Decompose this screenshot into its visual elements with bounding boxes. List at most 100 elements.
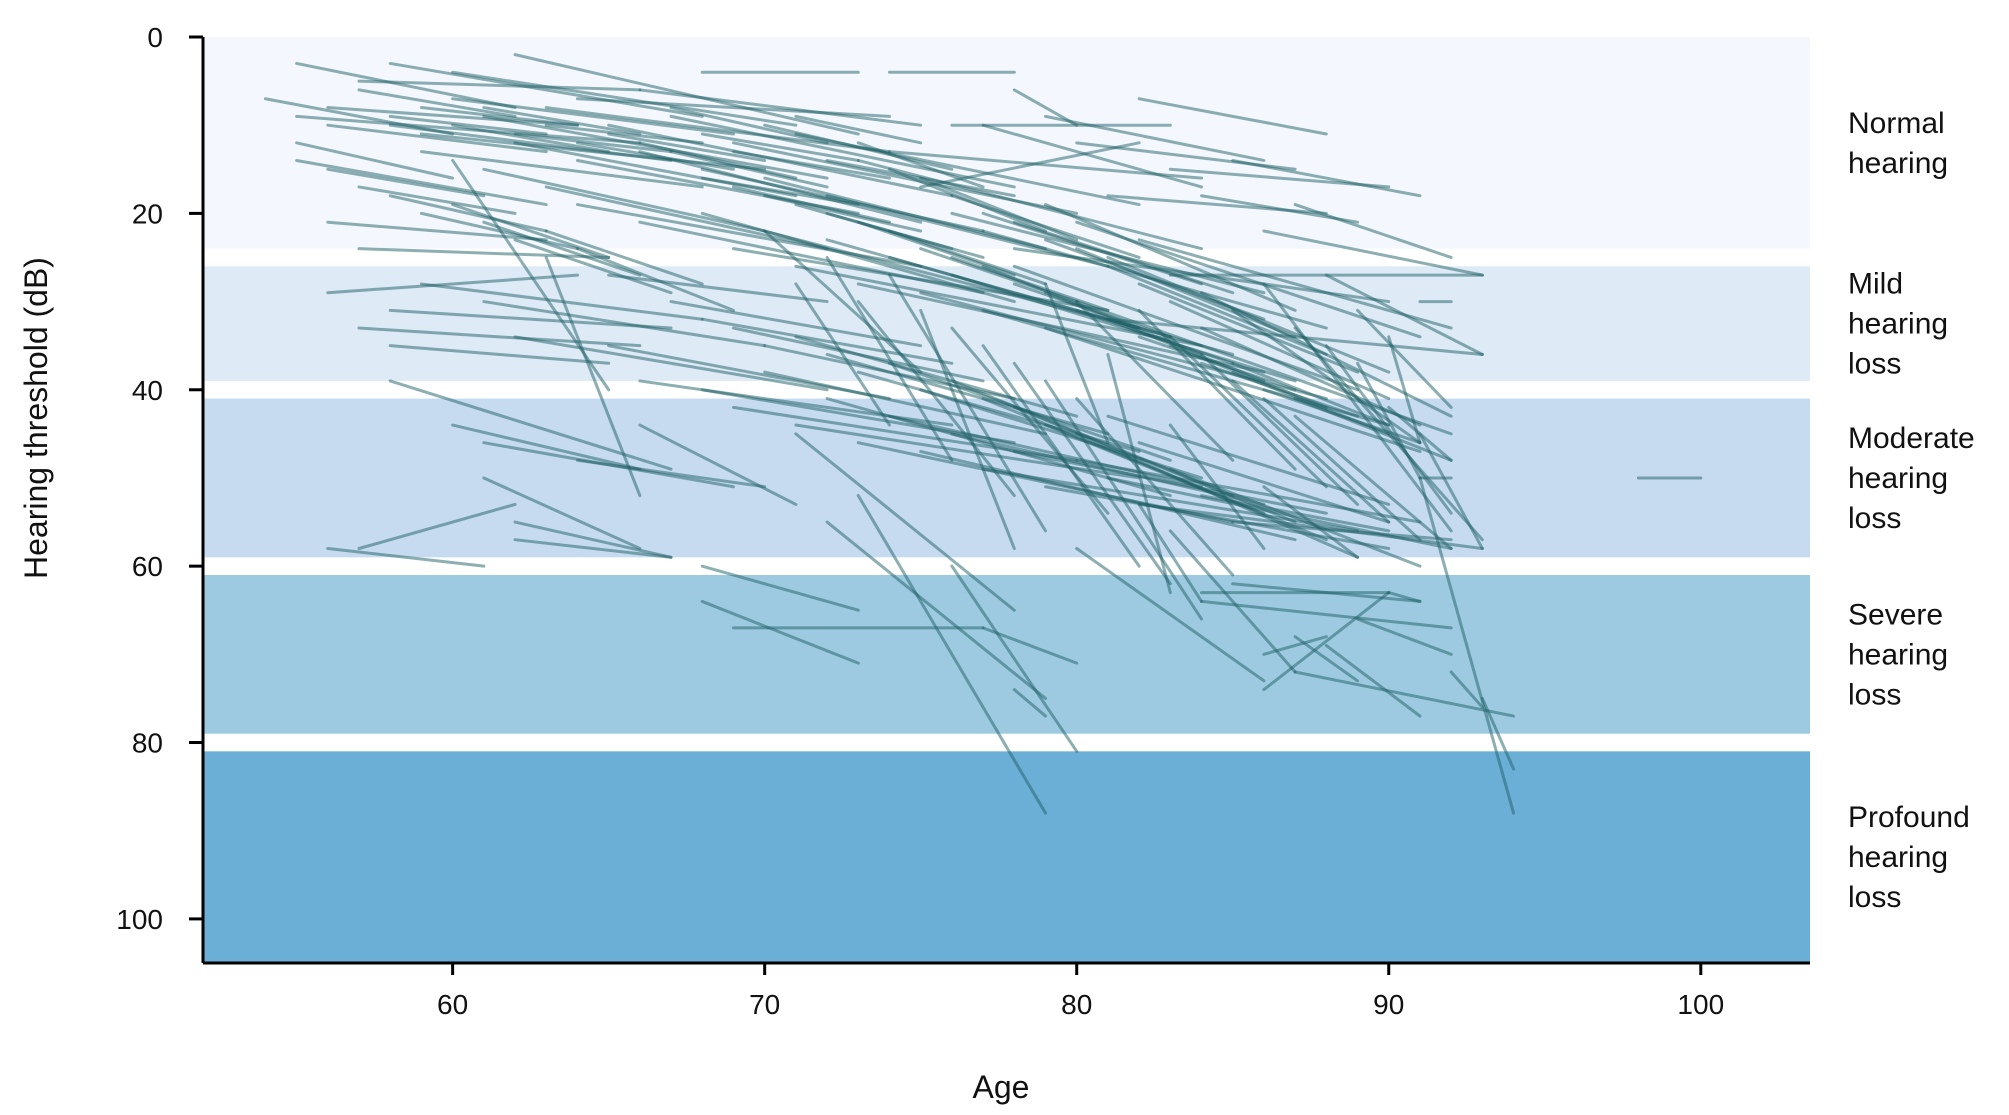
data-series: [263, 53, 1703, 815]
series-segment: [1044, 114, 1266, 162]
series-segment: [1137, 502, 1484, 551]
series-segment: [326, 167, 486, 198]
y-tick-label: 80: [132, 728, 163, 759]
series-segment: [451, 203, 611, 259]
series-segment: [607, 132, 767, 162]
series-segment: [1449, 670, 1484, 709]
series-segment: [856, 300, 1016, 498]
series-segment: [1262, 229, 1484, 277]
series-segment: [357, 502, 517, 551]
y-axis-title: Hearing threshold (dB): [18, 257, 54, 579]
series-segment: [1324, 273, 1484, 356]
series-segment: [513, 238, 673, 295]
band-labels: Normal hearing Mild hearing loss Moderate hear…: [1848, 107, 1975, 914]
series-segment: [419, 282, 704, 321]
series-segment: [357, 79, 642, 92]
series-segment: [1075, 547, 1266, 683]
series-segment: [669, 106, 829, 145]
series-segment: [794, 432, 1016, 612]
series-segment: [825, 520, 1048, 700]
band-label-3: Severe hearing loss: [1848, 598, 1948, 711]
series-segment: [887, 414, 1204, 489]
x-axis-title: Age: [973, 1069, 1030, 1105]
band-2: [203, 398, 1810, 558]
series-segment: [1262, 397, 1422, 542]
series-segment: [419, 211, 579, 251]
series-segment: [295, 158, 548, 207]
series-segment: [1137, 441, 1391, 524]
band-3: [203, 574, 1810, 734]
series-segment: [1324, 344, 1453, 515]
series-segment: [981, 344, 1141, 568]
band-label-line: loss: [1848, 881, 1901, 914]
x-tick-label: 100: [1677, 989, 1724, 1020]
x-tick-label: 70: [749, 989, 780, 1020]
band-1: [203, 266, 1810, 381]
series-segment: [794, 114, 923, 145]
band-label-line: hearing: [1848, 308, 1948, 341]
series-segment: [1262, 485, 1360, 559]
series-segment: [731, 185, 891, 224]
series-segment: [513, 335, 829, 392]
series-segment: [1262, 635, 1328, 656]
series-segment: [295, 61, 517, 110]
series-segment: [1231, 361, 1391, 427]
series-segment: [638, 88, 923, 127]
series-segment: [1356, 617, 1453, 656]
series-segment: [1168, 467, 1422, 568]
series-segment: [1075, 247, 1297, 339]
series-segment: [1075, 458, 1422, 524]
series-segment: [357, 88, 517, 118]
series-segment: [1231, 379, 1391, 524]
band-label-1: Mild hearing loss: [1848, 268, 1948, 381]
series-segment: [326, 547, 486, 568]
series-segment: [544, 123, 704, 145]
series-segment: [763, 194, 923, 233]
band-label-line: Mild: [1848, 268, 1903, 301]
series-segment: [794, 335, 1079, 418]
series-segment: [856, 158, 1204, 251]
series-segment: [544, 106, 891, 154]
series-segment: [388, 61, 704, 118]
series-segment: [1293, 397, 1453, 462]
series-segment: [388, 344, 611, 365]
series-segment: [1012, 220, 1235, 295]
series-segment: [638, 141, 798, 180]
series-segment: [1044, 379, 1204, 621]
series-segment: [794, 282, 891, 427]
series-segment: [1293, 635, 1360, 683]
series-segment: [1168, 423, 1266, 551]
series-segment: [1293, 414, 1453, 551]
series-segment: [950, 326, 1110, 515]
y-axis-ticks: 0 20 40 60 80 100: [116, 22, 203, 935]
series-segment: [451, 123, 611, 154]
y-tick-label: 20: [132, 198, 163, 229]
series-segment: [1356, 308, 1453, 409]
series-segment: [482, 106, 642, 136]
series-segment: [669, 114, 1016, 189]
series-segment: [482, 167, 767, 233]
band-label-line: loss: [1848, 348, 1901, 381]
series-segment: [950, 273, 1297, 383]
band-label-0: Normal hearing: [1848, 107, 1948, 180]
series-segment: [419, 106, 579, 127]
series-segment: [1387, 335, 1422, 445]
series-segment: [825, 255, 954, 462]
x-tick-label: 90: [1373, 989, 1404, 1020]
series-segment: [1012, 361, 1172, 586]
series-segment: [950, 194, 1141, 259]
series-segment: [1012, 405, 1297, 524]
series-segment: [388, 194, 548, 233]
series-segment: [575, 141, 735, 171]
series-segment: [1262, 591, 1391, 692]
series-segment: [326, 123, 548, 154]
series-segment: [357, 326, 642, 348]
series-segment: [700, 132, 860, 162]
band-label-line: hearing: [1848, 638, 1948, 671]
series-segment: [1137, 282, 1360, 374]
series-segment: [1356, 361, 1422, 480]
series-segment: [1106, 352, 1172, 595]
band-label-line: hearing: [1848, 147, 1948, 180]
series-segment: [1293, 670, 1516, 718]
